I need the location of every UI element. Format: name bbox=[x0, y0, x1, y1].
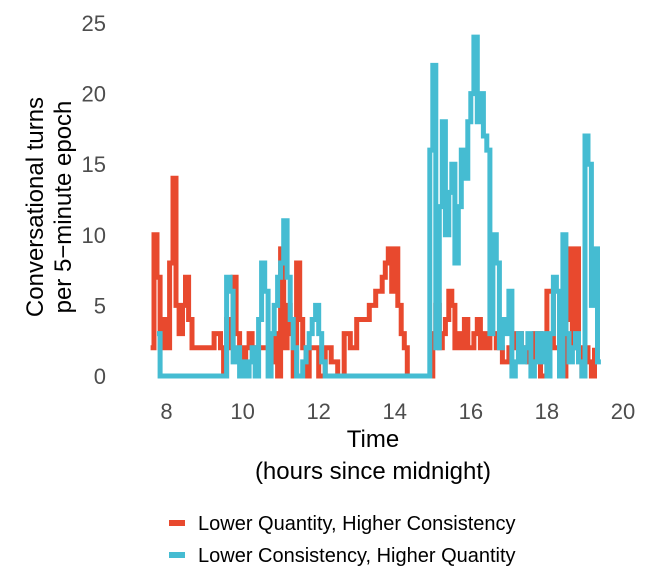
x-tick-label: 16 bbox=[459, 399, 483, 424]
y-tick-label: 25 bbox=[82, 11, 106, 36]
x-tick-label: 10 bbox=[230, 399, 254, 424]
legend: Lower Quantity, Higher Consistency Lower… bbox=[169, 513, 516, 567]
y-tick-label: 5 bbox=[94, 293, 106, 318]
legend-label: Lower Consistency, Higher Quantity bbox=[198, 545, 516, 567]
series-lines bbox=[150, 34, 601, 379]
x-tick-label: 14 bbox=[383, 399, 407, 424]
y-tick-label: 15 bbox=[82, 152, 106, 177]
y-tick-label: 20 bbox=[82, 82, 106, 107]
x-axis-title-line2: (hours since midnight) bbox=[255, 458, 491, 485]
x-tick-label: 8 bbox=[160, 399, 172, 424]
x-tick-label: 12 bbox=[306, 399, 330, 424]
y-axis-title-line2: per 5−minute epoch bbox=[50, 101, 77, 314]
legend-item: Lower Quantity, Higher Consistency bbox=[169, 513, 516, 535]
y-tick-label: 10 bbox=[82, 223, 106, 248]
series-line-1 bbox=[157, 34, 601, 379]
x-axis-ticks: 8 10 12 14 16 18 20 bbox=[160, 399, 635, 424]
y-axis-title-line1: Conversational turns bbox=[22, 97, 49, 317]
x-tick-label: 18 bbox=[535, 399, 559, 424]
x-tick-label: 20 bbox=[611, 399, 635, 424]
x-axis-title-line1: Time bbox=[347, 426, 399, 453]
legend-label: Lower Quantity, Higher Consistency bbox=[198, 513, 516, 535]
y-axis-ticks: 0 5 10 15 20 25 bbox=[82, 11, 106, 389]
y-tick-label: 0 bbox=[94, 364, 106, 389]
legend-item: Lower Consistency, Higher Quantity bbox=[169, 545, 516, 567]
